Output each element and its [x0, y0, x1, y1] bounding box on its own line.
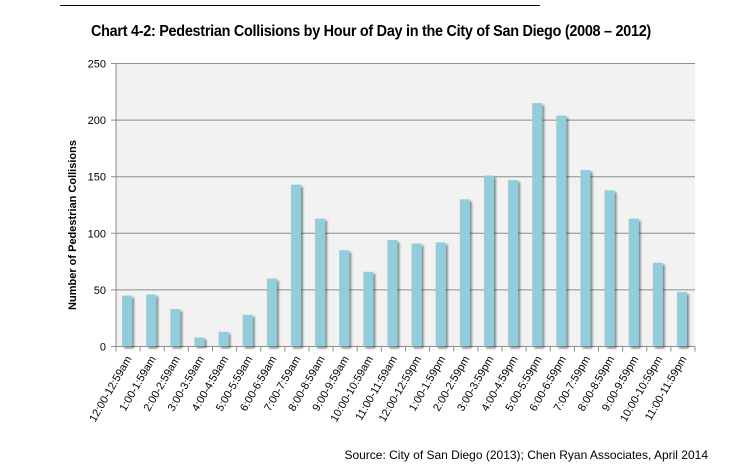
bar — [387, 240, 398, 347]
bar — [339, 250, 350, 347]
bar — [580, 169, 591, 347]
y-axis-label: Number of Pedestrian Collisions — [67, 140, 79, 310]
y-tick-label: 100 — [88, 228, 106, 240]
bar — [556, 115, 567, 347]
top-rule — [60, 5, 540, 6]
bar — [459, 199, 470, 347]
y-tick-label: 150 — [88, 172, 106, 184]
source-note: Source: City of San Diego (2013); Chen R… — [344, 448, 708, 462]
y-tick-label: 250 — [88, 59, 106, 71]
bar — [218, 331, 229, 347]
plot-area — [116, 63, 695, 347]
bar — [363, 271, 374, 347]
bar — [122, 295, 133, 347]
bar — [483, 175, 494, 347]
chart-title: Chart 4-2: Pedestrian Collisions by Hour… — [91, 23, 651, 40]
y-tick-label: 200 — [88, 115, 106, 127]
bar — [508, 180, 519, 347]
y-tick-label: 50 — [94, 285, 106, 297]
bar — [532, 103, 543, 347]
bar — [628, 218, 639, 347]
bar — [435, 242, 446, 347]
bar — [411, 243, 422, 347]
bar — [194, 337, 205, 347]
bar — [676, 292, 687, 347]
bar — [652, 262, 663, 347]
bar — [315, 218, 326, 347]
bar — [170, 309, 181, 347]
bar — [266, 278, 277, 347]
bar — [604, 190, 615, 347]
bar — [146, 294, 157, 347]
bar — [290, 184, 301, 347]
y-tick-label: 0 — [100, 342, 106, 354]
bar — [242, 314, 253, 347]
